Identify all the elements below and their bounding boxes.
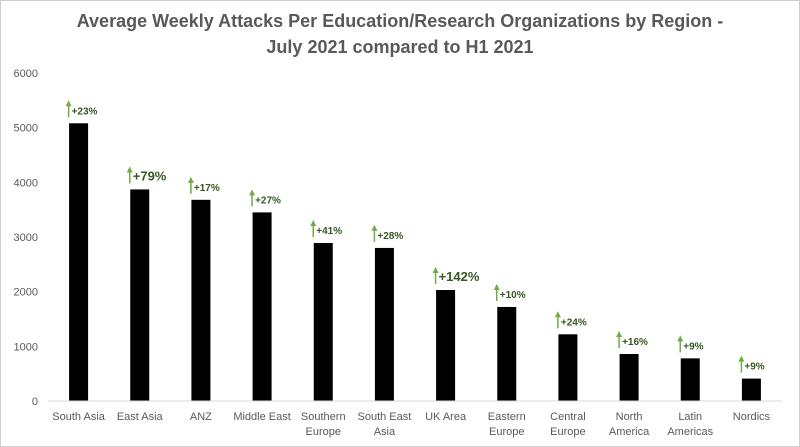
bar [619,353,639,401]
x-axis: South Asia East Asia ANZ Middle East Souther… [48,400,782,438]
up-arrow-icon [249,189,256,207]
y-tick-label: 1000 [14,341,38,353]
bar [69,123,89,401]
up-arrow-icon [432,267,439,285]
change-percent-label: +142% [439,269,480,284]
x-tick-label: ANZ [190,411,212,423]
x-tick-label: Nordics [733,411,771,423]
bar [130,189,150,401]
change-percent-label: +28% [377,231,403,242]
y-tick-label: 3000 [14,232,38,244]
bar [741,378,761,401]
y-tick-label: 6000 [14,68,38,80]
chart-title: Average Weekly Attacks Per Education/Res… [76,11,724,57]
change-percent-label: +23% [72,106,98,117]
change-percent-label: +27% [255,195,281,206]
y-tick-label: 0 [32,396,38,408]
up-arrow-icon [126,166,133,184]
bar [374,247,394,401]
up-arrow-icon [371,224,378,242]
change-percent-label: +9% [744,362,764,373]
bar [191,199,211,401]
y-axis: 0 1000 2000 3000 4000 5000 6000 [14,68,38,408]
x-tick-label: Southern Europe [301,411,346,438]
x-tick-label: Central Europe [550,411,585,438]
change-percent-label: +9% [683,341,703,352]
x-tick-label: South East Asia [358,411,412,438]
up-arrow-icon [554,311,561,329]
bar [252,212,272,401]
change-percent-label: +16% [622,337,648,348]
y-tick-label: 2000 [14,287,38,299]
change-percent-label: +17% [194,183,220,194]
bars [69,123,761,401]
up-arrow-icon [677,335,684,353]
x-tick-label: Latin Americas [667,411,713,438]
x-tick-label: Middle East [233,411,290,423]
bar [436,290,456,401]
up-arrow-icon [310,220,317,238]
y-tick-label: 4000 [14,177,38,189]
x-tick-label: East Asia [117,411,164,423]
bar [313,243,333,401]
x-tick-label: North America [609,411,650,438]
up-arrow-icon [616,330,623,348]
change-percent-label: +79% [133,168,167,183]
bar [680,358,700,401]
bar [558,334,578,401]
bar [497,306,517,401]
up-arrow-icon [187,176,194,194]
up-arrow-icon [738,355,745,373]
x-tick-label: UK Area [425,411,467,423]
x-tick-label: Eastern Europe [488,411,526,438]
up-arrow-icon [493,283,500,301]
change-annotations: +23% +79% +17% +27% +41% +28% +142% +10% +24% +16… [65,100,765,373]
up-arrow-icon [65,100,72,118]
x-tick-label: South Asia [52,411,105,423]
change-percent-label: +10% [500,290,526,301]
y-tick-label: 5000 [14,123,38,135]
change-percent-label: +24% [561,317,587,328]
change-percent-label: +41% [316,226,342,237]
